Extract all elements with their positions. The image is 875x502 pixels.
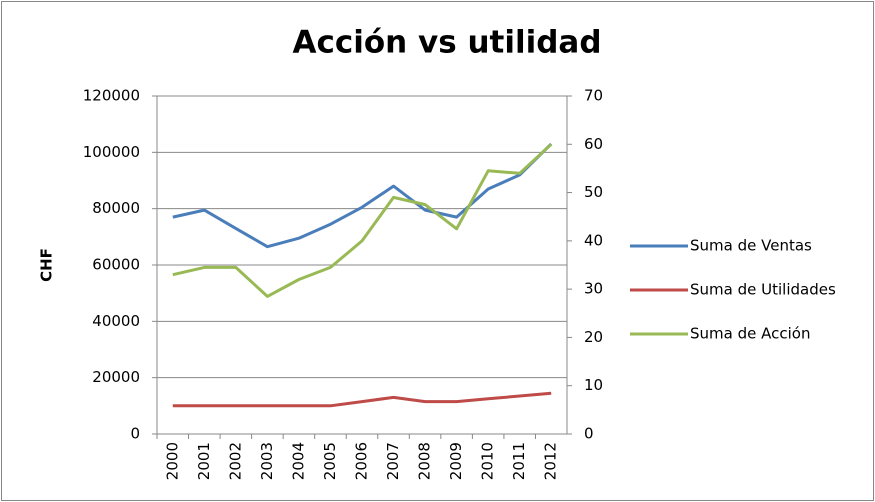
y-tick-label: 60000 [92, 256, 140, 274]
y-tick-label: 20000 [92, 368, 140, 386]
x-tick-label: 2004 [289, 442, 307, 480]
legend-label: Suma de Ventas [690, 237, 812, 255]
line-series [172, 142, 553, 249]
y2-tick-label: 20 [584, 328, 603, 346]
y-axis-label: CHF [38, 248, 56, 282]
y2-tick-label: 0 [584, 425, 594, 443]
x-tick-label: 2007 [384, 442, 402, 480]
y-tick-label: 40000 [92, 312, 140, 330]
y2-tick-label: 70 [584, 87, 603, 105]
line-series [172, 143, 553, 298]
y2-tick-label: 60 [584, 135, 603, 153]
x-tick-label: 2008 [416, 442, 434, 480]
chart-title: Acción vs utilidad [292, 25, 601, 61]
x-tick-label: 2009 [447, 442, 465, 480]
x-tick-label: 2010 [479, 442, 497, 480]
y-tick-label: 0 [130, 425, 140, 443]
x-tick-label: 2012 [542, 442, 560, 480]
x-tick-label: 2001 [195, 442, 213, 480]
line-series [172, 391, 552, 408]
y2-tick-label: 10 [584, 376, 603, 394]
y-tick-label: 100000 [83, 143, 140, 161]
legend-label: Suma de Acción [690, 325, 810, 343]
x-tick-label: 2006 [353, 442, 371, 480]
y-tick-label: 120000 [83, 87, 140, 105]
x-tick-label: 2002 [226, 442, 244, 480]
y2-tick-label: 30 [584, 280, 603, 298]
x-tick-label: 2000 [163, 442, 181, 480]
y-tick-label: 80000 [92, 199, 140, 217]
legend-label: Suma de Utilidades [690, 281, 836, 299]
y2-tick-label: 50 [584, 183, 603, 201]
x-tick-label: 2003 [258, 442, 276, 480]
x-tick-label: 2005 [321, 442, 339, 480]
y2-tick-label: 40 [584, 231, 603, 249]
x-tick-label: 2011 [510, 442, 528, 480]
